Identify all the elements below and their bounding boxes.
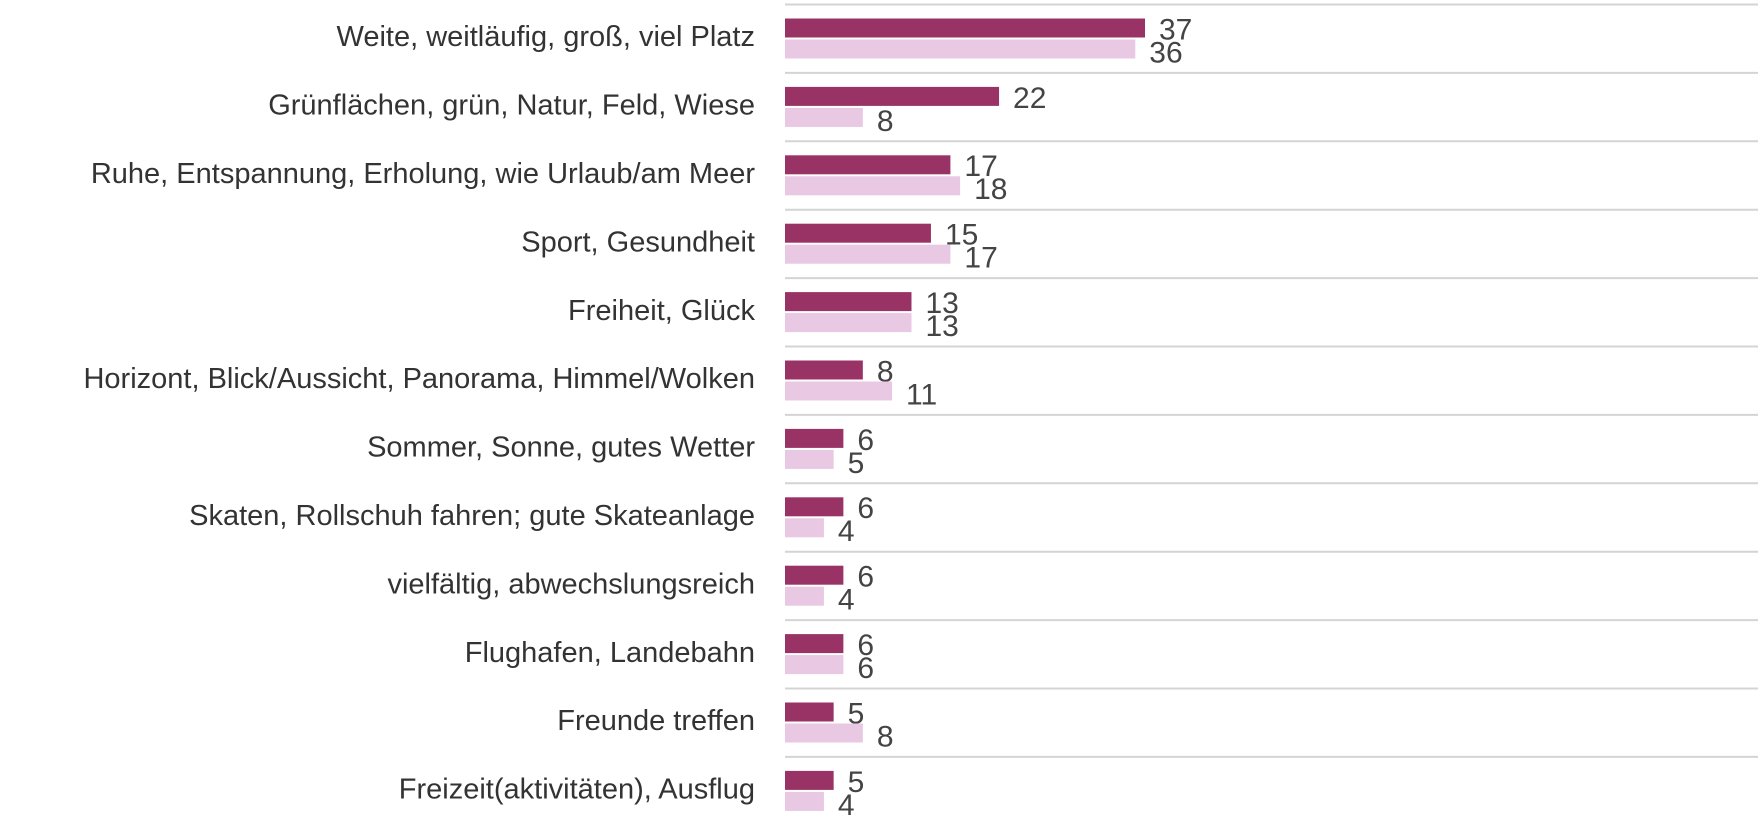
value-label: 6 bbox=[857, 629, 874, 662]
bar bbox=[785, 381, 893, 401]
bar bbox=[785, 223, 931, 243]
value-label: 6 bbox=[857, 492, 874, 525]
bar bbox=[785, 86, 1000, 106]
value-label: 13 bbox=[925, 310, 958, 343]
value-label: 4 bbox=[838, 584, 855, 617]
bar bbox=[785, 702, 834, 722]
bar bbox=[785, 244, 951, 264]
bar bbox=[785, 449, 834, 469]
value-label: 6 bbox=[857, 424, 874, 457]
value-label: 15 bbox=[945, 219, 978, 252]
value-label: 22 bbox=[1013, 82, 1046, 115]
value-label: 17 bbox=[964, 242, 997, 275]
bar bbox=[785, 39, 1136, 59]
value-label: 6 bbox=[857, 561, 874, 594]
value-label: 17 bbox=[964, 150, 997, 183]
bar bbox=[785, 497, 844, 517]
value-label: 11 bbox=[906, 378, 937, 411]
value-label: 5 bbox=[848, 697, 865, 730]
bar bbox=[785, 107, 863, 127]
bar bbox=[785, 313, 912, 333]
category-label: vielfältig, abwechslungsreich bbox=[387, 568, 755, 600]
value-label: 8 bbox=[877, 105, 894, 138]
category-label: Freiheit, Glück bbox=[568, 295, 755, 327]
bar bbox=[785, 176, 961, 196]
bar bbox=[785, 770, 834, 790]
bar bbox=[785, 565, 844, 585]
category-label: Grünflächen, grün, Natur, Feld, Wiese bbox=[268, 90, 755, 122]
category-label: Ruhe, Entspannung, Erholung, wie Urlaub/… bbox=[91, 158, 755, 190]
value-label: 8 bbox=[877, 720, 894, 753]
bar bbox=[785, 723, 863, 743]
bar bbox=[785, 791, 824, 811]
category-label: Freizeit(aktivitäten), Ausflug bbox=[399, 774, 755, 806]
category-label: Sport, Gesundheit bbox=[521, 226, 755, 258]
bar bbox=[785, 155, 951, 175]
bar bbox=[785, 655, 844, 675]
value-label: 4 bbox=[838, 515, 855, 548]
value-label: 4 bbox=[838, 789, 855, 822]
bar bbox=[785, 18, 1146, 38]
value-label: 8 bbox=[877, 355, 894, 388]
bar bbox=[785, 292, 912, 312]
bar bbox=[785, 360, 863, 380]
bar bbox=[785, 518, 824, 538]
category-label: Sommer, Sonne, gutes Wetter bbox=[367, 432, 755, 464]
bar bbox=[785, 634, 844, 654]
category-label: Flughafen, Landebahn bbox=[465, 637, 755, 669]
bar bbox=[785, 586, 824, 606]
category-label: Weite, weitläufig, groß, viel Platz bbox=[336, 21, 755, 53]
bar bbox=[785, 428, 844, 448]
value-label: 5 bbox=[848, 447, 865, 480]
category-label: Skaten, Rollschuh fahren; gute Skateanla… bbox=[189, 500, 755, 532]
value-label: 36 bbox=[1149, 36, 1182, 69]
category-label: Freunde treffen bbox=[557, 705, 755, 737]
value-label: 13 bbox=[925, 287, 958, 320]
value-label: 18 bbox=[974, 173, 1007, 206]
value-label: 5 bbox=[848, 766, 865, 799]
value-label: 6 bbox=[857, 652, 874, 685]
category-label: Horizont, Blick/Aussicht, Panorama, Himm… bbox=[83, 363, 755, 395]
value-label: 37 bbox=[1159, 13, 1192, 46]
